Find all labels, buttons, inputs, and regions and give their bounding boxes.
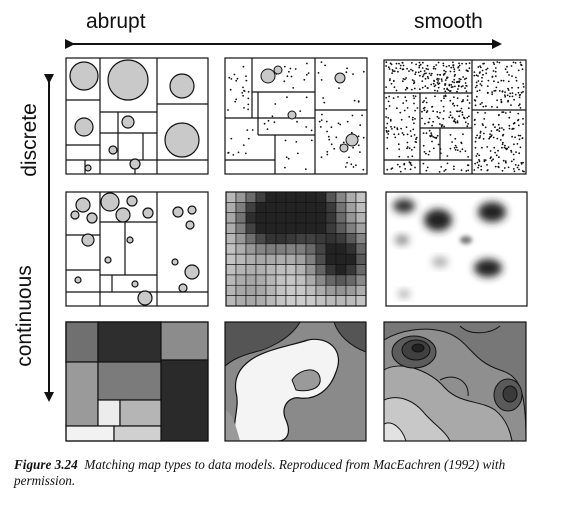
figure-caption: Figure 3.24 Matching map types to data m… bbox=[14, 457, 564, 489]
panel-small-circles bbox=[65, 191, 209, 307]
figure-diagram bbox=[44, 39, 528, 442]
panel-dot-density bbox=[224, 57, 368, 175]
smooth-label: smooth bbox=[414, 10, 483, 33]
abrupt-label: abrupt bbox=[86, 10, 146, 33]
panel-proportional-circles bbox=[65, 57, 209, 175]
panel-choropleth bbox=[65, 321, 209, 442]
panel-grid-cells bbox=[225, 191, 367, 307]
panel-blurred-blobs bbox=[385, 191, 528, 307]
panel-isolines bbox=[383, 321, 527, 442]
caption-text: Matching map types to data models. Repro… bbox=[14, 457, 506, 488]
panel-shaded-zones bbox=[224, 321, 367, 442]
continuous-label: continuous bbox=[13, 265, 36, 367]
figure-number: Figure 3.24 bbox=[14, 457, 78, 472]
discrete-label: discrete bbox=[18, 103, 41, 177]
panel-dense-dots bbox=[383, 59, 527, 175]
